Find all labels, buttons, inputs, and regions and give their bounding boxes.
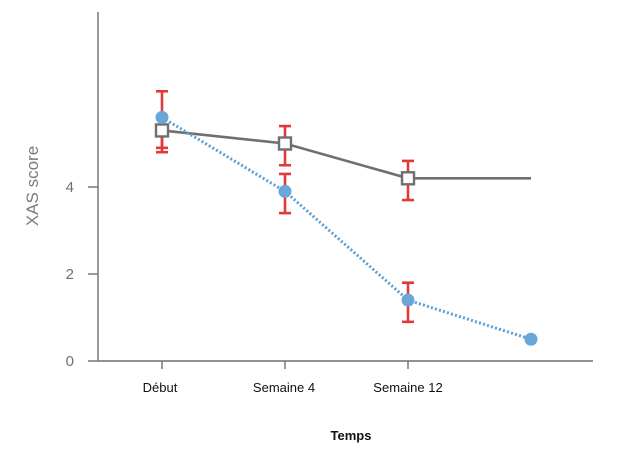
y-axis-title: XAS score <box>23 146 42 226</box>
plot-area <box>154 90 538 346</box>
x-axis-title: Temps <box>331 428 372 443</box>
y-tick-label-2: 2 <box>66 266 74 283</box>
series-2-point-1 <box>155 110 169 124</box>
x-tick-label-semaine-12: Semaine 12 <box>373 380 442 395</box>
series-1-point-3 <box>400 171 416 186</box>
y-tick-label-4: 4 <box>66 179 74 196</box>
series-1-point-2 <box>277 136 293 151</box>
x-tick-label-debut: Début <box>143 380 178 395</box>
series-2-line <box>161 116 532 341</box>
y-tick-label-0: 0 <box>66 353 74 370</box>
series-2-point-3 <box>401 293 415 307</box>
series-1-point-1 <box>154 123 170 138</box>
x-ticks: Début Semaine 4 Semaine 12 <box>143 361 443 395</box>
series-2-point-2 <box>278 184 292 198</box>
series-1-line <box>161 129 531 180</box>
series-2-point-4 <box>524 332 538 346</box>
y-ticks: 0 2 4 <box>66 179 98 370</box>
x-tick-label-semaine-4: Semaine 4 <box>253 380 315 395</box>
